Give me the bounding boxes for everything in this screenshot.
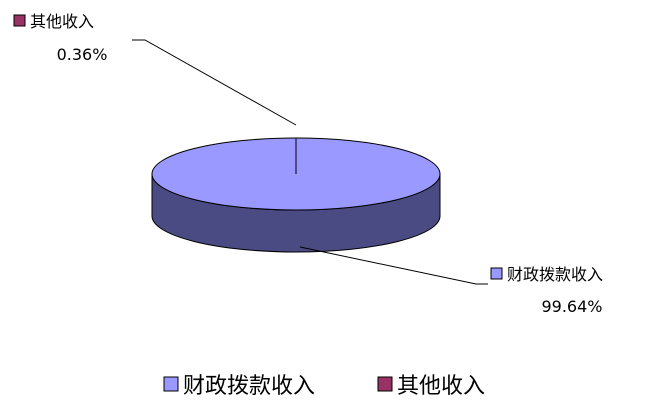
data-label-name-qita: 其他收入: [30, 12, 94, 31]
data-label-name-caizheng: 财政拨款收入: [507, 265, 603, 284]
legend: 财政拨款收入 其他收入: [164, 374, 485, 399]
data-label-value-caizheng: 99.64%: [541, 297, 602, 316]
legend-swatch-caizheng: [164, 377, 178, 391]
legend-swatch-qita: [378, 377, 392, 391]
legend-item-caizheng: 财政拨款收入: [164, 374, 315, 399]
legend-label-qita: 其他收入: [397, 374, 485, 399]
leader-line-caizheng: [300, 247, 488, 284]
data-label-swatch-caizheng: [491, 268, 502, 279]
legend-item-qita: 其他收入: [378, 374, 485, 399]
legend-label-caizheng: 财政拨款收入: [183, 374, 315, 399]
leader-line-qita: [132, 40, 296, 125]
data-label-caizheng: 财政拨款收入 99.64%: [491, 265, 603, 316]
data-label-value-qita: 0.36%: [57, 45, 108, 64]
data-label-swatch-qita: [14, 15, 25, 26]
data-label-qita: 其他收入 0.36%: [14, 12, 107, 64]
pie-body: [152, 138, 440, 252]
